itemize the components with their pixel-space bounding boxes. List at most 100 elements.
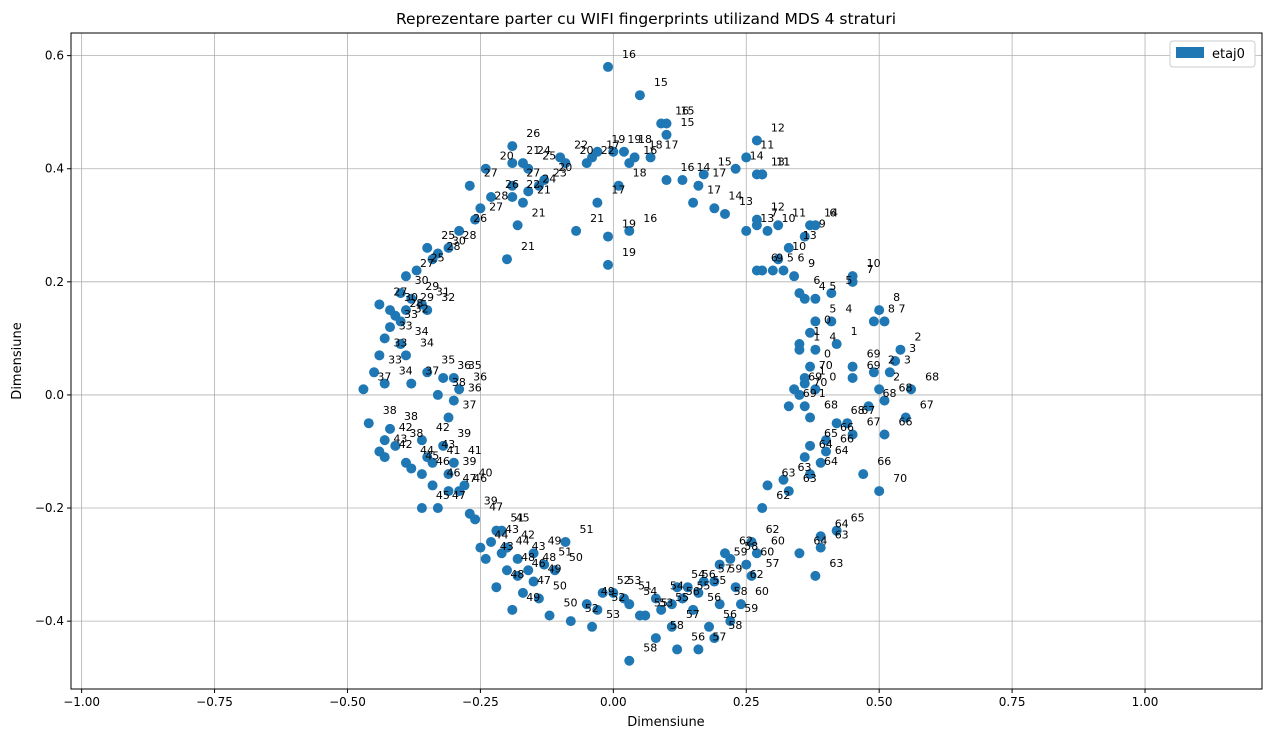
- grid: [71, 33, 1262, 689]
- point-label: 68: [851, 404, 865, 417]
- data-point: [773, 220, 784, 231]
- data-point: [895, 344, 906, 355]
- data-point: [549, 565, 560, 576]
- data-point: [805, 361, 816, 372]
- point-label: 42: [399, 421, 413, 434]
- data-point: [523, 565, 534, 576]
- data-point: [805, 440, 816, 451]
- point-label: 70: [819, 359, 833, 372]
- data-point: [379, 378, 390, 389]
- point-label: 60: [760, 546, 774, 559]
- data-point: [624, 158, 635, 169]
- point-label: 24: [542, 172, 556, 185]
- data-point: [666, 621, 677, 632]
- point-label: 51: [638, 580, 652, 593]
- point-label: 20: [558, 161, 572, 174]
- point-label: 25: [441, 229, 455, 242]
- point-label: 69: [867, 359, 881, 372]
- data-point: [496, 548, 507, 559]
- data-point: [815, 531, 826, 542]
- point-label: 67: [861, 404, 875, 417]
- point-label: 44: [494, 529, 508, 542]
- point-label: 17: [606, 138, 620, 151]
- data-point: [831, 339, 842, 350]
- point-label: 19: [627, 133, 641, 146]
- data-point: [799, 401, 810, 412]
- data-point: [501, 254, 512, 265]
- data-point: [661, 175, 672, 186]
- point-label: 55: [696, 580, 710, 593]
- point-label: 42: [521, 529, 535, 542]
- point-label: 12: [771, 201, 785, 214]
- point-label: 57: [686, 608, 700, 621]
- data-point: [454, 486, 465, 497]
- data-point: [890, 356, 901, 366]
- data-point: [741, 559, 752, 570]
- data-point: [533, 180, 544, 191]
- data-point: [416, 469, 427, 480]
- data-point: [406, 463, 417, 474]
- data-point: [773, 254, 784, 265]
- data-point: [757, 503, 768, 514]
- point-label: 35: [468, 359, 482, 372]
- point-label: 33: [393, 336, 407, 349]
- point-label: 64: [835, 517, 849, 530]
- point-label: 13: [760, 212, 774, 225]
- point-label: 4: [819, 280, 826, 293]
- data-point: [826, 316, 837, 327]
- data-point: [810, 384, 821, 395]
- point-label: 56: [707, 591, 721, 604]
- point-label: 5: [787, 252, 794, 265]
- point-label: 1: [819, 387, 826, 400]
- point-label: 58: [643, 642, 657, 655]
- point-label: 8: [893, 291, 900, 304]
- data-point: [581, 599, 592, 610]
- point-label: 7: [898, 302, 905, 315]
- point-label: 13: [771, 155, 785, 168]
- data-point: [847, 429, 858, 440]
- data-point: [634, 610, 645, 621]
- data-point: [603, 231, 614, 242]
- point-label: 64: [819, 438, 833, 451]
- data-point: [725, 616, 736, 627]
- point-label: 54: [643, 585, 657, 598]
- point-label: 27: [526, 167, 540, 180]
- point-label: 66: [877, 455, 891, 468]
- data-point: [438, 372, 449, 383]
- data-point: [821, 446, 832, 457]
- point-label: 63: [829, 557, 843, 570]
- point-label: 28: [447, 240, 461, 253]
- point-label: 70: [893, 472, 907, 485]
- data-point: [879, 395, 890, 406]
- data-point: [406, 293, 417, 304]
- point-label: 58: [728, 619, 742, 632]
- point-label: 25: [431, 252, 445, 265]
- point-label: 63: [803, 472, 817, 485]
- data-point: [608, 587, 619, 598]
- data-point: [634, 90, 645, 101]
- data-point: [432, 389, 443, 400]
- point-label: 16: [681, 161, 695, 174]
- data-point: [507, 141, 518, 152]
- data-point: [794, 288, 805, 299]
- point-label: 21: [532, 206, 546, 219]
- x-tick-label: 0.25: [733, 695, 760, 709]
- data-point: [751, 548, 762, 559]
- point-label: 67: [867, 416, 881, 429]
- legend-swatch: [1176, 47, 1204, 58]
- data-point: [448, 372, 459, 383]
- data-point: [443, 486, 454, 497]
- point-label: 14: [750, 150, 764, 163]
- point-label: 20: [500, 150, 514, 163]
- data-point: [512, 553, 523, 564]
- data-point: [448, 457, 459, 468]
- point-label: 6: [797, 252, 804, 265]
- point-label: 44: [420, 444, 434, 457]
- point-label: 2: [888, 353, 895, 366]
- point-label: 9: [776, 252, 783, 265]
- data-point: [794, 389, 805, 400]
- point-label: 63: [797, 461, 811, 474]
- data-point: [783, 486, 794, 497]
- data-point: [661, 129, 672, 140]
- legend-label-etaj0: etaj0: [1212, 47, 1245, 62]
